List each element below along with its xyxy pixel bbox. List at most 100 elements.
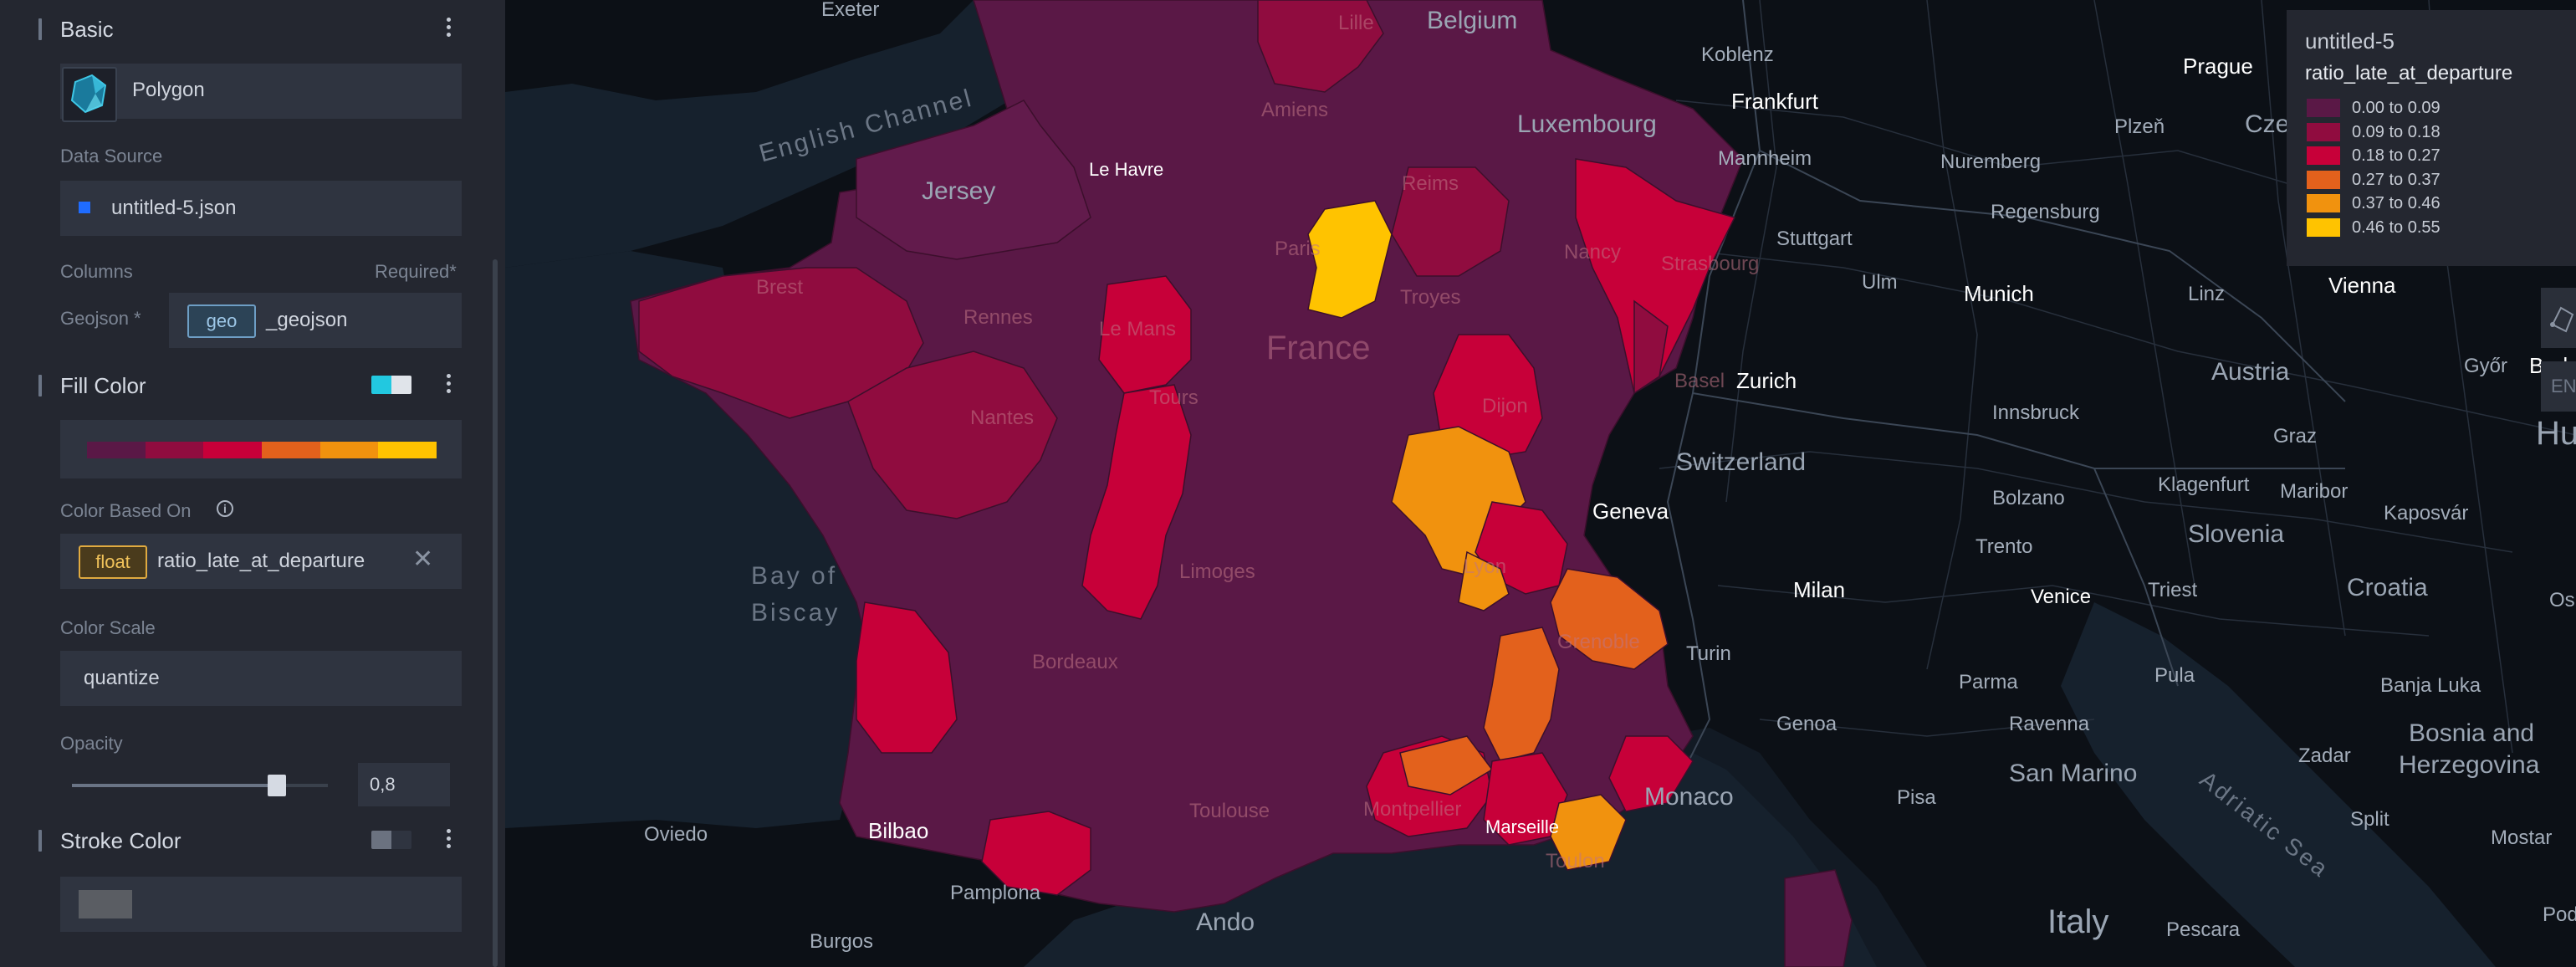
map-label-le-havre: Le Havre [1089, 159, 1164, 180]
map-label-nantes: Nantes [970, 407, 1035, 429]
map-label-bosnia-1: Bosnia and [2409, 719, 2535, 747]
palette-step-4 [262, 442, 320, 458]
map-label-montpellier: Montpellier [1363, 798, 1462, 821]
map-canvas[interactable]: Exeter Lille Belgium Koblenz Prague Cze … [505, 0, 2576, 967]
map-label-tours: Tours [1149, 386, 1199, 409]
geojson-column-value: _geojson [266, 309, 348, 331]
map-label-switzerland: Switzerland [1676, 448, 1807, 476]
map-label-stuttgart: Stuttgart [1776, 228, 1853, 250]
legend-entry: 0.27 to 0.37 [2307, 170, 2558, 189]
map-label-venice: Venice [2031, 586, 2092, 608]
legend-swatch [2307, 194, 2340, 213]
legend-swatch [2307, 170, 2340, 189]
opacity-slider-fill [72, 784, 277, 787]
basic-more-icon[interactable] [440, 15, 457, 42]
polygon-icon [62, 67, 117, 122]
legend-swatch [2307, 99, 2340, 117]
swatch-color-2 [391, 376, 411, 394]
stroke-color-title: Stroke Color [60, 828, 181, 853]
map-label-france: France [1266, 330, 1371, 366]
map-label-koblenz: Koblenz [1701, 43, 1774, 66]
legend-label: 0.18 to 0.27 [2352, 146, 2441, 166]
map-label-podgorica: Pod [2543, 903, 2576, 926]
map-label-split: Split [2350, 808, 2389, 831]
stroke-color-more-icon[interactable] [440, 826, 457, 853]
color-scale-value: quantize [84, 667, 160, 689]
map-label-lille: Lille [1338, 12, 1374, 34]
map-label-pamplona: Pamplona [950, 882, 1041, 904]
map-label-bay-of-biscay-2: Biscay [751, 599, 841, 627]
legend-layer-name: untitled-5 [2305, 28, 2395, 54]
draw-icon [2550, 306, 2574, 333]
columns-label: Columns [60, 261, 133, 282]
map-locale-button[interactable]: EN [2541, 361, 2576, 412]
map-label-austria: Austria [2211, 358, 2290, 386]
map-draw-button[interactable] [2541, 288, 2576, 348]
map-label-zurich: Zurich [1736, 368, 1797, 393]
map-label-strasbourg: Strasbourg [1661, 253, 1760, 275]
map-label-limoges: Limoges [1179, 560, 1255, 583]
fill-color-section-header[interactable]: Fill Color [0, 363, 477, 405]
map-label-mannheim: Mannheim [1718, 147, 1812, 170]
swatch-color-1 [371, 831, 391, 849]
legend-label: 0.46 to 0.55 [2352, 218, 2441, 237]
map-label-bay-of-biscay-1: Bay of [751, 562, 838, 590]
opacity-slider-handle[interactable] [267, 775, 286, 796]
color-field-value: ratio_late_at_departure [157, 550, 365, 572]
layer-type-selector[interactable] [60, 64, 462, 119]
geojson-label: Geojson * [60, 308, 141, 329]
panel-scrollbar[interactable] [493, 259, 498, 967]
map-label-prague: Prague [2183, 54, 2253, 79]
map-label-pescara: Pescara [2166, 918, 2241, 941]
section-marker [38, 375, 42, 397]
map-label-pisa: Pisa [1897, 786, 1936, 809]
map-label-basel: Basel [1674, 370, 1725, 392]
palette-step-1 [87, 442, 146, 458]
fill-color-title: Fill Color [60, 373, 146, 398]
map-label-gyor: Győr [2464, 355, 2508, 377]
color-scale-select[interactable] [60, 651, 462, 706]
layer-config-panel: Basic Polygon Data Source untitled-5.jso… [0, 0, 505, 967]
info-icon[interactable]: i [217, 500, 233, 517]
map-label-klagenfurt: Klagenfurt [2158, 473, 2250, 496]
remove-field-icon[interactable]: ✕ [412, 545, 434, 573]
map-label-dijon: Dijon [1482, 395, 1528, 417]
opacity-input[interactable] [358, 763, 450, 806]
dataset-color-icon [79, 202, 90, 213]
map-label-trento: Trento [1975, 535, 2033, 558]
map-label-brest: Brest [756, 276, 804, 299]
fill-color-swatch[interactable] [371, 376, 411, 394]
map-basemap [505, 0, 2576, 967]
map-label-nuremberg: Nuremberg [1940, 151, 2042, 173]
map-label-toulouse: Toulouse [1189, 800, 1270, 822]
map-label-amiens: Amiens [1261, 99, 1329, 121]
map-label-zadar: Zadar [2298, 744, 2351, 767]
map-label-italy: Italy [2047, 903, 2109, 940]
stroke-color-chip [79, 890, 132, 918]
map-label-burgos: Burgos [810, 930, 874, 953]
data-source-value: untitled-5.json [111, 197, 237, 219]
map-label-slovenia: Slovenia [2188, 520, 2285, 548]
map-label-regensburg: Regensburg [1991, 201, 2100, 223]
map-label-ravenna: Ravenna [2009, 713, 2090, 735]
map-label-andorra: Ando [1196, 908, 1255, 936]
data-source-select[interactable] [60, 181, 462, 236]
palette-step-3 [203, 442, 263, 458]
map-label-troyes: Troyes [1400, 286, 1461, 309]
map-label-le-mans: Le Mans [1099, 318, 1177, 340]
swatch-color-1 [371, 376, 391, 394]
basic-section-header[interactable]: Basic [0, 7, 477, 49]
section-marker [38, 830, 42, 852]
fill-color-more-icon[interactable] [440, 371, 457, 398]
legend-entry: 0.00 to 0.09 [2307, 99, 2558, 117]
map-label-geneva: Geneva [1592, 499, 1669, 524]
map-label-luxembourg: Luxembourg [1517, 110, 1657, 138]
map-label-plzen: Plzeň [2114, 115, 2165, 138]
map-legend: untitled-5 ratio_late_at_departure 0.00 … [2287, 10, 2576, 266]
legend-entry: 0.46 to 0.55 [2307, 218, 2558, 237]
stroke-color-swatch[interactable] [371, 831, 411, 849]
palette-step-6 [378, 442, 437, 458]
opacity-value: 0,8 [370, 774, 396, 795]
stroke-color-section-header[interactable]: Stroke Color [0, 818, 477, 860]
map-label-marseille: Marseille [1485, 816, 1560, 837]
